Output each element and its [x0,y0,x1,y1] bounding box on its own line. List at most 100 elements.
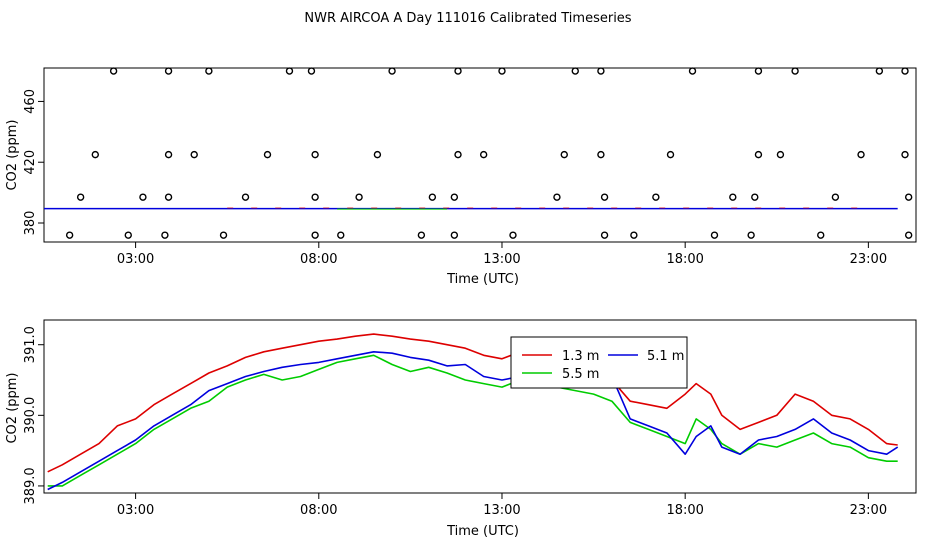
calibration-point [205,67,213,75]
bottom-y-tick-label: 390.0 [23,397,38,434]
calibration-point [509,231,517,239]
top-x-tick-label: 23:00 [850,252,887,267]
top-y-tick-label: 380 [23,211,38,236]
bottom-x-tick-label: 13:00 [483,503,520,518]
top-x-tick-label: 18:00 [666,252,703,267]
calibration-point [751,193,759,201]
calibration-point [754,150,763,159]
calibration-point [901,67,909,75]
calibration-point [904,193,913,201]
bottom-y-axis-label: CO2 (ppm) [5,372,20,443]
bottom-y-axis: 389.0 390.0 391.0 [23,326,44,505]
top-y-axis-label: CO2 (ppm) [5,119,20,190]
top-plot-frame [43,67,917,243]
calibration-point [630,231,638,239]
top-x-tick-label: 03:00 [117,252,154,267]
calibration-point [307,67,316,75]
calibration-point [417,231,426,239]
series-line-1-3-m [47,333,898,473]
calibration-point [597,67,605,75]
calibration-point [311,231,319,239]
calibration-point [479,150,488,159]
top-y-tick-label: 420 [23,150,38,175]
calibration-point [373,150,382,159]
calibration-points [65,67,913,239]
calibration-point [776,150,785,159]
bottom-panel: 03:00 08:00 13:00 18:00 23:00 389.0 390.0 391.… [5,319,917,539]
calibration-point [571,67,579,75]
bottom-y-tick-label: 389.0 [23,467,38,504]
bottom-x-tick-label: 08:00 [300,503,337,518]
legend-label-5-5m: 5.5 m [562,367,599,382]
calibration-point [450,231,459,239]
calibration-point [65,231,74,239]
calibration-point [311,193,319,201]
calibration-point [454,67,462,75]
calibration-point [791,67,799,75]
calibration-point [560,150,568,159]
legend-label-1-3m: 1.3 m [562,349,599,364]
calibration-point [904,231,913,239]
calibration-point [161,231,169,239]
calibration-point [164,193,173,201]
series-line-5-1-m [47,351,899,491]
calibration-point [597,150,605,159]
calibration-point [901,150,909,159]
bottom-x-axis: 03:00 08:00 13:00 18:00 23:00 [117,493,887,518]
calibration-point [164,150,173,159]
calibration-point [747,231,755,239]
calibration-point [76,193,85,201]
calibration-point [498,67,506,75]
top-panel: 03:00 08:00 13:00 18:00 23:00 380 420 460 Time… [5,67,917,287]
top-x-axis-label: Time (UTC) [446,272,519,287]
top-y-axis: 380 420 460 [23,89,44,235]
bottom-y-tick-label: 391.0 [23,326,38,363]
calibration-point [428,193,437,201]
calibration-point [600,231,609,239]
calibration-point [710,231,719,239]
calibration-point [450,193,459,201]
top-x-tick-label: 13:00 [483,252,520,267]
top-x-axis: 03:00 08:00 13:00 18:00 23:00 [117,242,887,267]
series-line-5-5-m [47,354,898,487]
top-baseline [44,207,898,210]
bottom-x-tick-label: 18:00 [666,503,703,518]
bottom-x-tick-label: 23:00 [850,503,887,518]
calibration-point [454,150,462,159]
calibration-point [600,193,609,201]
calibration-point [553,193,561,201]
calibration-point [241,193,250,201]
legend-label-5-1m: 5.1 m [647,349,684,364]
chart-title: NWR AIRCOA A Day 111016 Calibrated Times… [304,11,631,26]
calibration-point [857,150,865,159]
calibration-point [388,67,396,75]
calibration-point [91,150,99,159]
top-y-tick-label: 460 [23,89,38,114]
calibration-point [754,67,763,75]
calibration-point [124,231,132,239]
calibration-point [311,150,319,159]
bottom-plot-frame [43,319,917,494]
calibration-point [139,193,147,201]
co2-series-lines [47,333,899,491]
calibration-point [219,231,228,239]
legend-box [510,336,688,389]
calibration-point [190,150,198,159]
calibration-point [164,67,173,75]
top-x-tick-label: 08:00 [300,252,337,267]
calibration-point [355,193,363,201]
legend: 1.3 m 5.1 m 5.5 m [510,336,688,389]
calibration-point [875,67,884,75]
calibration-point [688,67,697,75]
calibration-point [263,150,272,159]
calibration-point [285,67,294,75]
calibration-point [652,193,660,201]
calibration-point [817,231,825,239]
bottom-x-axis-label: Time (UTC) [446,524,519,539]
calibration-point [729,193,737,201]
calibration-point [109,67,118,75]
calibration-point [337,231,345,239]
calibration-point [831,193,840,201]
